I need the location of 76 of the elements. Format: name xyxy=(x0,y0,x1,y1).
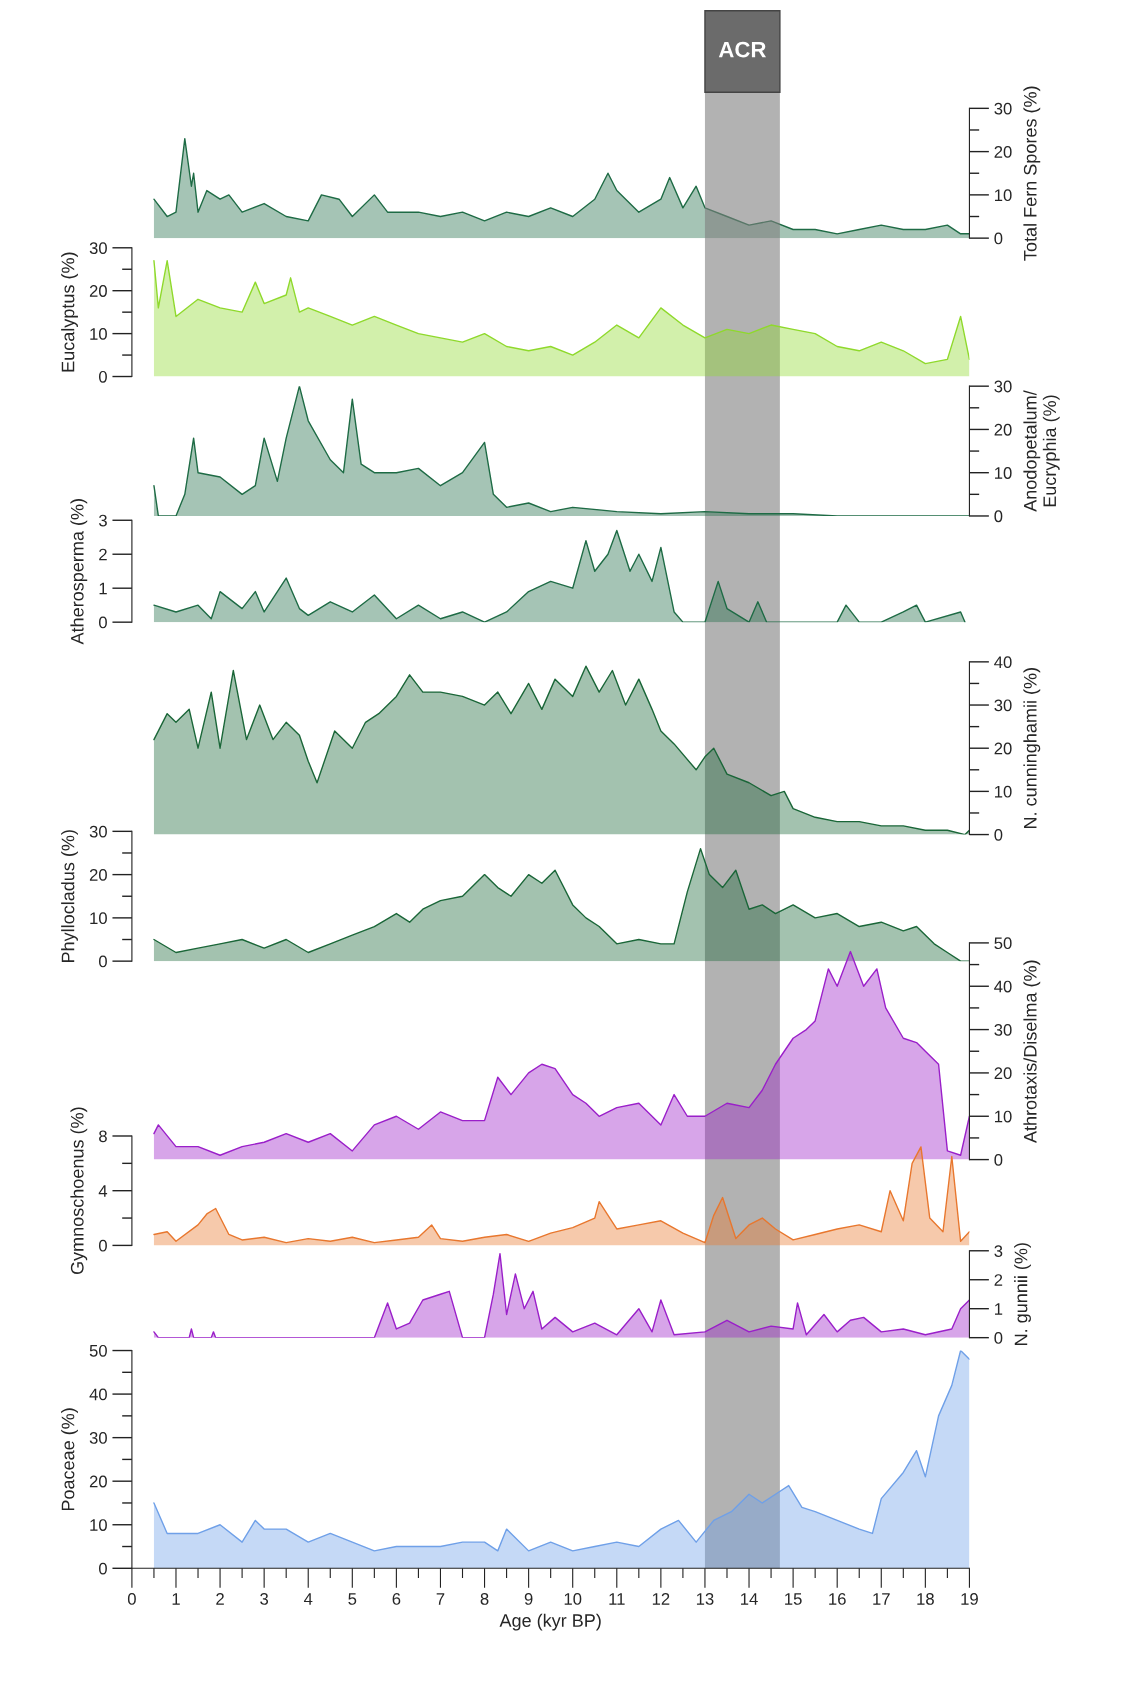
y-tick-label: 30 xyxy=(89,242,107,254)
y-tick-label: 0 xyxy=(994,232,1003,245)
y-tick-label: 50 xyxy=(994,937,1012,950)
x-tick-label: 16 xyxy=(829,1593,846,1605)
y-tick-label: 10 xyxy=(90,912,107,925)
x-tick-label: 12 xyxy=(652,1593,670,1605)
y-tick-label: 3 xyxy=(98,514,107,527)
x-tick-label: 8 xyxy=(480,1593,489,1605)
x-tick-label: 4 xyxy=(303,1593,313,1605)
y-tick-label: 10 xyxy=(90,1519,107,1531)
y-tick-label: 30 xyxy=(994,699,1012,712)
x-tick-label: 15 xyxy=(785,1593,802,1605)
x-tick-label: 7 xyxy=(436,1593,445,1605)
x-axis-title: Age (kyr BP) xyxy=(499,1613,601,1631)
x-tick-label: 19 xyxy=(961,1593,978,1605)
y-tick-label: 20 xyxy=(89,1475,107,1488)
y-axis-title: N. cunninghamii (%) xyxy=(1023,668,1041,829)
y-tick-label: 0 xyxy=(994,510,1003,523)
x-tick-label: 13 xyxy=(696,1593,714,1605)
y-axis-title: N. gunnii (%) xyxy=(1014,1243,1031,1345)
x-tick-label: 14 xyxy=(741,1593,758,1605)
y-axis-title: Total Fern Spores (%) xyxy=(1023,86,1041,261)
y-tick-label: 0 xyxy=(98,955,107,968)
y-tick-label: 20 xyxy=(994,742,1012,755)
y-tick-label: 0 xyxy=(98,1562,107,1575)
y-tick-label: 20 xyxy=(994,423,1012,436)
y-tick-label: 20 xyxy=(994,146,1012,158)
y-tick-label: 30 xyxy=(994,380,1012,393)
y-tick-label: 30 xyxy=(89,825,107,838)
y-tick-label: 10 xyxy=(995,785,1012,798)
x-tick-label: 3 xyxy=(260,1593,269,1605)
y-tick-label: 10 xyxy=(995,1110,1012,1123)
y-tick-label: 3 xyxy=(994,1245,1003,1257)
y-axis-title: Anodopetalum/ Eucryphia (%) xyxy=(1023,390,1060,512)
x-tick-label: 0 xyxy=(127,1593,136,1605)
y-tick-label: 0 xyxy=(98,616,107,629)
y-tick-label: 30 xyxy=(89,1432,107,1444)
y-axis-title: Eucalyptus (%) xyxy=(61,252,78,372)
y-tick-label: 10 xyxy=(995,467,1012,479)
y-tick-label: 4 xyxy=(98,1185,108,1197)
x-tick-label: 2 xyxy=(216,1593,224,1605)
y-tick-label: 1 xyxy=(995,1303,1003,1315)
x-tick-label: 6 xyxy=(392,1593,401,1605)
y-axis-title: Phyllocladus (%) xyxy=(61,830,78,962)
y-tick-label: 0 xyxy=(98,370,107,383)
y-tick-label: 20 xyxy=(994,1067,1012,1080)
y-axis-title: Atherosperma (%) xyxy=(70,499,88,645)
x-tick-label: 5 xyxy=(348,1593,357,1605)
x-tick-label: 9 xyxy=(524,1593,533,1605)
y-tick-label: 50 xyxy=(89,1344,107,1357)
y-tick-label: 10 xyxy=(995,189,1012,202)
y-tick-label: 20 xyxy=(89,285,107,297)
y-axis-title: Athrotaxis/Diselma (%) xyxy=(1023,960,1041,1144)
y-tick-label: 40 xyxy=(89,1388,107,1401)
y-tick-label: 10 xyxy=(90,328,107,340)
x-tick-label: 10 xyxy=(564,1593,582,1605)
y-tick-label: 30 xyxy=(994,102,1012,115)
x-tick-label: 17 xyxy=(873,1593,890,1605)
y-tick-label: 30 xyxy=(994,1023,1012,1036)
y-tick-label: 0 xyxy=(994,1332,1003,1344)
y-tick-label: 2 xyxy=(994,1274,1003,1286)
band-label: ACR xyxy=(718,41,767,58)
y-tick-label: 0 xyxy=(994,828,1003,841)
y-axis-title: Poaceae (%) xyxy=(61,1408,78,1511)
y-tick-label: 0 xyxy=(98,1239,107,1252)
x-tick-label: 11 xyxy=(609,1593,625,1605)
y-tick-label: 0 xyxy=(994,1153,1003,1166)
y-tick-label: 40 xyxy=(994,656,1012,669)
y-tick-label: 8 xyxy=(99,1130,107,1143)
y-tick-label: 1 xyxy=(99,582,107,595)
x-tick-label: 1 xyxy=(172,1593,180,1605)
y-axis-title: Gymnoschoenus (%) xyxy=(70,1107,88,1275)
y-tick-label: 2 xyxy=(99,548,107,561)
y-tick-label: 40 xyxy=(994,980,1012,993)
x-tick-label: 18 xyxy=(917,1593,934,1605)
y-tick-label: 20 xyxy=(89,869,107,881)
